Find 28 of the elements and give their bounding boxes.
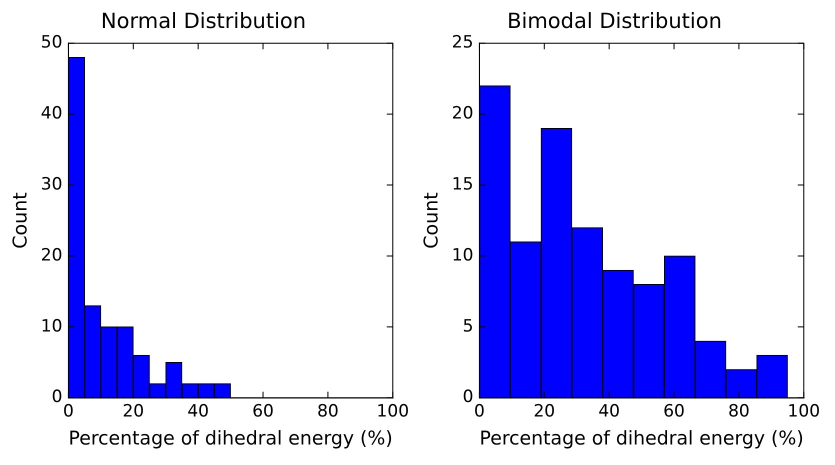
x-tick-label: 80: [728, 401, 750, 422]
x-tick-label: 100: [788, 401, 820, 422]
y-tick-label: 30: [40, 174, 62, 194]
y-tick-label: 5: [462, 316, 474, 336]
y-tick-label: 15: [452, 174, 474, 194]
y-axis-title: Count: [420, 192, 442, 249]
x-tick-label: 20: [533, 401, 556, 422]
x-axis-title: Percentage of dihedral energy (%): [68, 427, 393, 450]
y-tick-label: 25: [452, 32, 474, 53]
chart-title: Bimodal Distribution: [507, 9, 722, 34]
y-axis-title: Count: [9, 192, 32, 249]
x-tick-label: 80: [317, 401, 339, 422]
y-tick-label: 10: [452, 245, 474, 266]
y-tick-label: 0: [462, 387, 474, 408]
y-tick-label: 0: [52, 387, 62, 408]
y-tick-label: 20: [452, 104, 474, 124]
x-tick-label: 40: [598, 401, 620, 422]
x-tick-label: 60: [252, 401, 274, 422]
chart-title: Normal Distribution: [100, 9, 306, 34]
x-tick-label: 20: [122, 401, 144, 422]
y-tick-label: 10: [40, 316, 62, 336]
x-tick-label: 60: [663, 401, 685, 422]
y-tick-label: 20: [40, 245, 62, 266]
y-tick-label: 50: [40, 32, 62, 53]
y-tick-label: 40: [40, 104, 62, 124]
x-tick-label: 40: [187, 401, 209, 422]
x-axis-title: Percentage of dihedral energy (%): [479, 427, 804, 450]
x-tick-label: 100: [376, 401, 410, 422]
